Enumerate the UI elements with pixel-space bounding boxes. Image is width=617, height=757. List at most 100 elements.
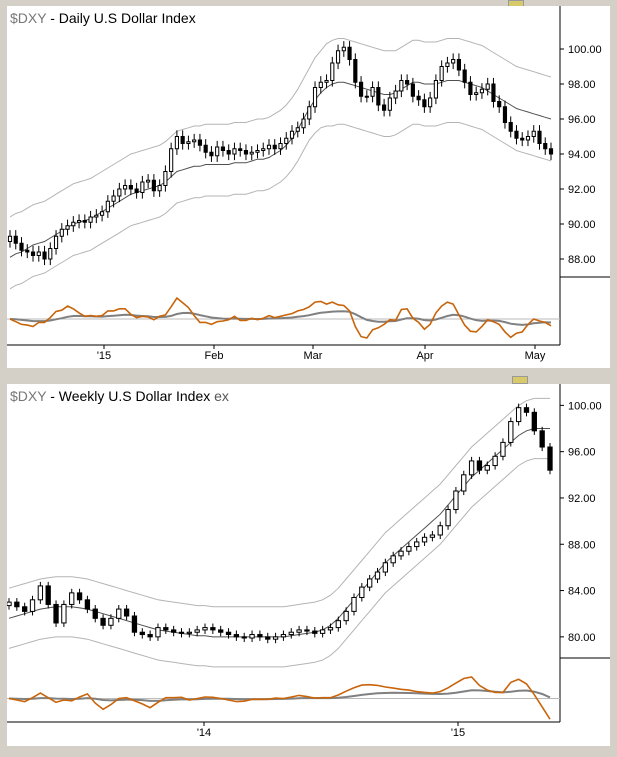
candle-body	[84, 599, 91, 610]
candle-body	[29, 599, 36, 612]
candle-body	[451, 59, 456, 64]
y-tick-label: 92.00	[568, 493, 596, 505]
candle-body	[374, 571, 381, 580]
candle-body	[474, 92, 479, 95]
upper-band-line	[9, 38, 552, 218]
daily-title-symbol: $DXY	[10, 10, 47, 26]
lower-band-line	[8, 458, 550, 668]
weekly-title-text: - Weekly U.S Dollar Index	[50, 388, 211, 404]
candle-body	[105, 200, 110, 213]
candle-body	[163, 627, 169, 631]
candle-body	[485, 83, 490, 90]
candle-body	[163, 171, 168, 186]
candle-body	[186, 141, 191, 144]
x-tick-label: '15	[97, 350, 111, 362]
candle-body	[194, 629, 200, 633]
x-tick-label: Mar	[304, 350, 323, 362]
candle-body	[88, 216, 93, 223]
candle-body	[399, 80, 404, 92]
candle-body	[508, 421, 514, 443]
candle-body	[537, 130, 542, 144]
x-tick-label: Feb	[205, 350, 224, 362]
candle-body	[76, 220, 82, 223]
candle-body	[523, 407, 530, 413]
candle-body	[131, 615, 138, 633]
candle-body	[445, 509, 451, 527]
candle-body	[197, 139, 203, 146]
scroll-marker-mid[interactable]	[512, 376, 528, 384]
candle-body	[318, 81, 323, 88]
candle-body	[547, 446, 553, 471]
candle-body	[192, 139, 197, 143]
candle-body	[548, 148, 554, 155]
candle-body	[186, 631, 192, 634]
x-tick-label: May	[525, 350, 546, 362]
weekly-chart-title: $DXY - Weekly U.S Dollar Index ex	[10, 388, 229, 404]
daily-chart: 100.00 98.00 96.00 94.00 92.00 90.00 88.00 '15 F…	[7, 6, 610, 362]
candle-body	[243, 150, 249, 155]
candle-body	[543, 143, 548, 150]
candle-body	[128, 185, 133, 190]
candle-body	[71, 221, 76, 227]
candle-body	[111, 195, 116, 202]
candle-body	[462, 69, 467, 83]
candle-body	[319, 629, 326, 634]
candle-body	[76, 592, 83, 601]
candle-body	[468, 81, 473, 95]
candle-body	[312, 630, 318, 634]
candle-body	[484, 465, 490, 471]
daily-chart-title: $DXY - Daily U.S Dollar Index	[10, 10, 196, 26]
candle-body	[508, 122, 513, 132]
candle-body	[139, 631, 145, 636]
candle-body	[174, 136, 179, 150]
candle-body	[439, 66, 444, 81]
middle-band-line	[8, 428, 550, 638]
candle-body	[307, 106, 312, 120]
candle-body	[238, 148, 243, 151]
candle-body	[280, 634, 287, 638]
candle-body	[69, 592, 75, 605]
candle-body	[353, 59, 358, 83]
candle-body	[393, 90, 398, 99]
candle-body	[370, 87, 375, 97]
candle-body	[117, 188, 122, 197]
candle-body	[82, 220, 87, 223]
oscillator-line	[8, 676, 551, 720]
candle-body	[94, 214, 99, 218]
candle-body	[278, 143, 283, 150]
candle-body	[146, 179, 151, 183]
weekly-chart: 100.00 96.00 92.00 88.00 84.00 80.00 '14 '15	[7, 384, 610, 739]
candle-body	[170, 629, 177, 633]
candle-body	[14, 601, 20, 608]
y-tick-label: 96.00	[568, 447, 596, 459]
candle-body	[382, 562, 389, 573]
candle-body	[123, 185, 128, 190]
candle-body	[284, 137, 289, 144]
candle-body	[210, 627, 216, 631]
candle-body	[140, 181, 145, 193]
candle-body	[531, 411, 537, 432]
candle-body	[289, 130, 295, 139]
candle-body	[295, 127, 300, 132]
candle-body	[209, 151, 214, 157]
candle-body	[437, 525, 443, 536]
candle-body	[202, 627, 208, 631]
candle-body	[343, 610, 349, 622]
candle-body	[226, 150, 231, 155]
candle-body	[453, 490, 459, 511]
candle-body	[45, 585, 51, 605]
candle-body	[422, 99, 427, 108]
candle-body	[59, 228, 64, 237]
candle-body	[48, 248, 53, 260]
candle-body	[414, 541, 420, 548]
candle-body	[410, 83, 415, 97]
candle-body	[241, 636, 247, 639]
candle-body	[296, 629, 302, 633]
candle-body	[157, 185, 162, 192]
candle-body	[405, 80, 410, 85]
candle-body	[406, 546, 412, 552]
candle-body	[539, 430, 545, 448]
candle-body	[456, 59, 461, 71]
candle-body	[134, 188, 139, 193]
daily-title-text: - Daily U.S Dollar Index	[50, 10, 196, 26]
